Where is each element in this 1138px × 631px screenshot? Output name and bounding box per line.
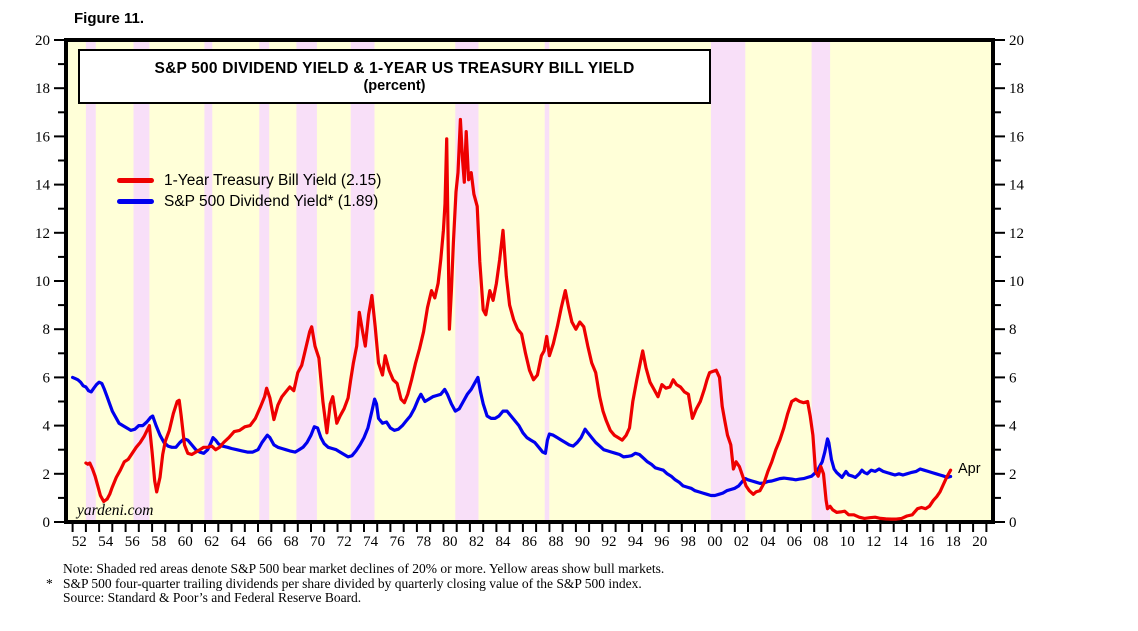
svg-text:10: 10: [1009, 274, 1024, 290]
bear-market-band: [544, 40, 550, 522]
svg-text:54: 54: [98, 534, 114, 550]
svg-text:6: 6: [1009, 370, 1017, 386]
svg-text:14: 14: [893, 534, 909, 550]
treasury-bill-yield-line: [84, 117, 953, 521]
svg-text:04: 04: [760, 534, 776, 550]
svg-text:6: 6: [43, 370, 51, 386]
treasury-legend-label: 1-Year Treasury Bill Yield (2.15): [164, 171, 382, 189]
svg-text:10: 10: [35, 274, 50, 290]
svg-text:0: 0: [43, 515, 51, 531]
watermark: yardeni.com: [77, 502, 154, 519]
svg-text:0: 0: [1009, 515, 1017, 531]
svg-text:86: 86: [522, 534, 538, 550]
note-text: Note: Shaded red areas denote S&P 500 be…: [63, 561, 665, 576]
dividend-line-swatch: [117, 199, 154, 204]
svg-text:16: 16: [35, 129, 51, 145]
svg-text:88: 88: [549, 534, 564, 550]
footnote-line: Source: Standard & Poor’s and Federal Re…: [46, 590, 664, 606]
bear-market-band: [455, 40, 479, 522]
chart-legend: 1-Year Treasury Bill Yield (2.15) S&P 50…: [117, 170, 381, 212]
svg-text:62: 62: [204, 534, 219, 550]
svg-text:8: 8: [1009, 322, 1017, 338]
note-text: Source: Standard & Poor’s and Federal Re…: [63, 590, 362, 605]
svg-text:66: 66: [257, 534, 273, 550]
svg-text:98: 98: [681, 534, 696, 550]
svg-text:96: 96: [654, 534, 670, 550]
bear-market-band: [811, 40, 831, 522]
svg-text:84: 84: [496, 534, 512, 550]
svg-text:00: 00: [707, 534, 722, 550]
svg-text:58: 58: [151, 534, 166, 550]
bear-market-band: [85, 40, 96, 522]
svg-text:4: 4: [1009, 419, 1017, 435]
bear-market-band: [133, 40, 150, 522]
svg-text:92: 92: [602, 534, 617, 550]
plot-background: [66, 40, 993, 522]
svg-text:16: 16: [1009, 129, 1025, 145]
chart-subtitle: (percent): [363, 77, 426, 94]
footnote-line: * S&P 500 four-quarter trailing dividend…: [46, 575, 664, 592]
svg-text:16: 16: [919, 534, 935, 550]
svg-text:10: 10: [840, 534, 855, 550]
svg-text:14: 14: [35, 178, 51, 194]
svg-text:20: 20: [1009, 33, 1024, 49]
svg-text:2: 2: [43, 467, 51, 483]
svg-text:20: 20: [972, 534, 987, 550]
note-text: S&P 500 four-quarter trailing dividends …: [63, 575, 642, 591]
svg-text:06: 06: [787, 534, 803, 550]
svg-text:18: 18: [35, 81, 50, 97]
svg-text:76: 76: [390, 534, 406, 550]
svg-text:52: 52: [72, 534, 87, 550]
svg-text:60: 60: [178, 534, 193, 550]
svg-text:18: 18: [946, 534, 961, 550]
asterisk-marker: *: [46, 575, 53, 591]
svg-text:08: 08: [813, 534, 828, 550]
bear-market-band: [259, 40, 270, 522]
svg-text:78: 78: [416, 534, 431, 550]
chart-title: S&P 500 DIVIDEND YIELD & 1-YEAR US TREAS…: [154, 59, 635, 77]
svg-text:56: 56: [125, 534, 141, 550]
bear-market-band: [350, 40, 375, 522]
series-end-label: Apr: [958, 461, 981, 477]
footnotes: Note: Shaded red areas denote S&P 500 be…: [46, 561, 665, 606]
svg-text:8: 8: [43, 322, 51, 338]
svg-text:90: 90: [575, 534, 590, 550]
dividend-legend-label: S&P 500 Dividend Yield* (1.89): [164, 192, 379, 210]
figure-label: Figure 11.: [74, 10, 145, 27]
chart-title-box: S&P 500 DIVIDEND YIELD & 1-YEAR US TREAS…: [78, 49, 711, 104]
svg-text:80: 80: [443, 534, 458, 550]
footnote-line: Note: Shaded red areas denote S&P 500 be…: [46, 561, 665, 577]
bear-market-band: [710, 40, 746, 522]
bear-market-band: [204, 40, 213, 522]
svg-text:18: 18: [1009, 81, 1024, 97]
legend-row-dividend: S&P 500 Dividend Yield* (1.89): [117, 191, 381, 212]
bear-market-band: [296, 40, 317, 522]
svg-text:68: 68: [284, 534, 299, 550]
svg-text:74: 74: [363, 534, 379, 550]
treasury-line-swatch: [117, 178, 154, 183]
svg-text:02: 02: [734, 534, 749, 550]
svg-text:64: 64: [231, 534, 247, 550]
plot-frame: [64, 38, 995, 524]
svg-text:82: 82: [469, 534, 484, 550]
svg-text:94: 94: [628, 534, 644, 550]
svg-text:2: 2: [1009, 467, 1017, 483]
svg-text:12: 12: [1009, 226, 1024, 242]
legend-row-treasury: 1-Year Treasury Bill Yield (2.15): [117, 170, 381, 191]
svg-text:72: 72: [337, 534, 352, 550]
svg-text:14: 14: [1009, 178, 1025, 194]
svg-text:12: 12: [866, 534, 881, 550]
svg-text:12: 12: [35, 226, 50, 242]
svg-text:20: 20: [35, 33, 50, 49]
svg-text:4: 4: [43, 419, 51, 435]
svg-text:70: 70: [310, 534, 325, 550]
